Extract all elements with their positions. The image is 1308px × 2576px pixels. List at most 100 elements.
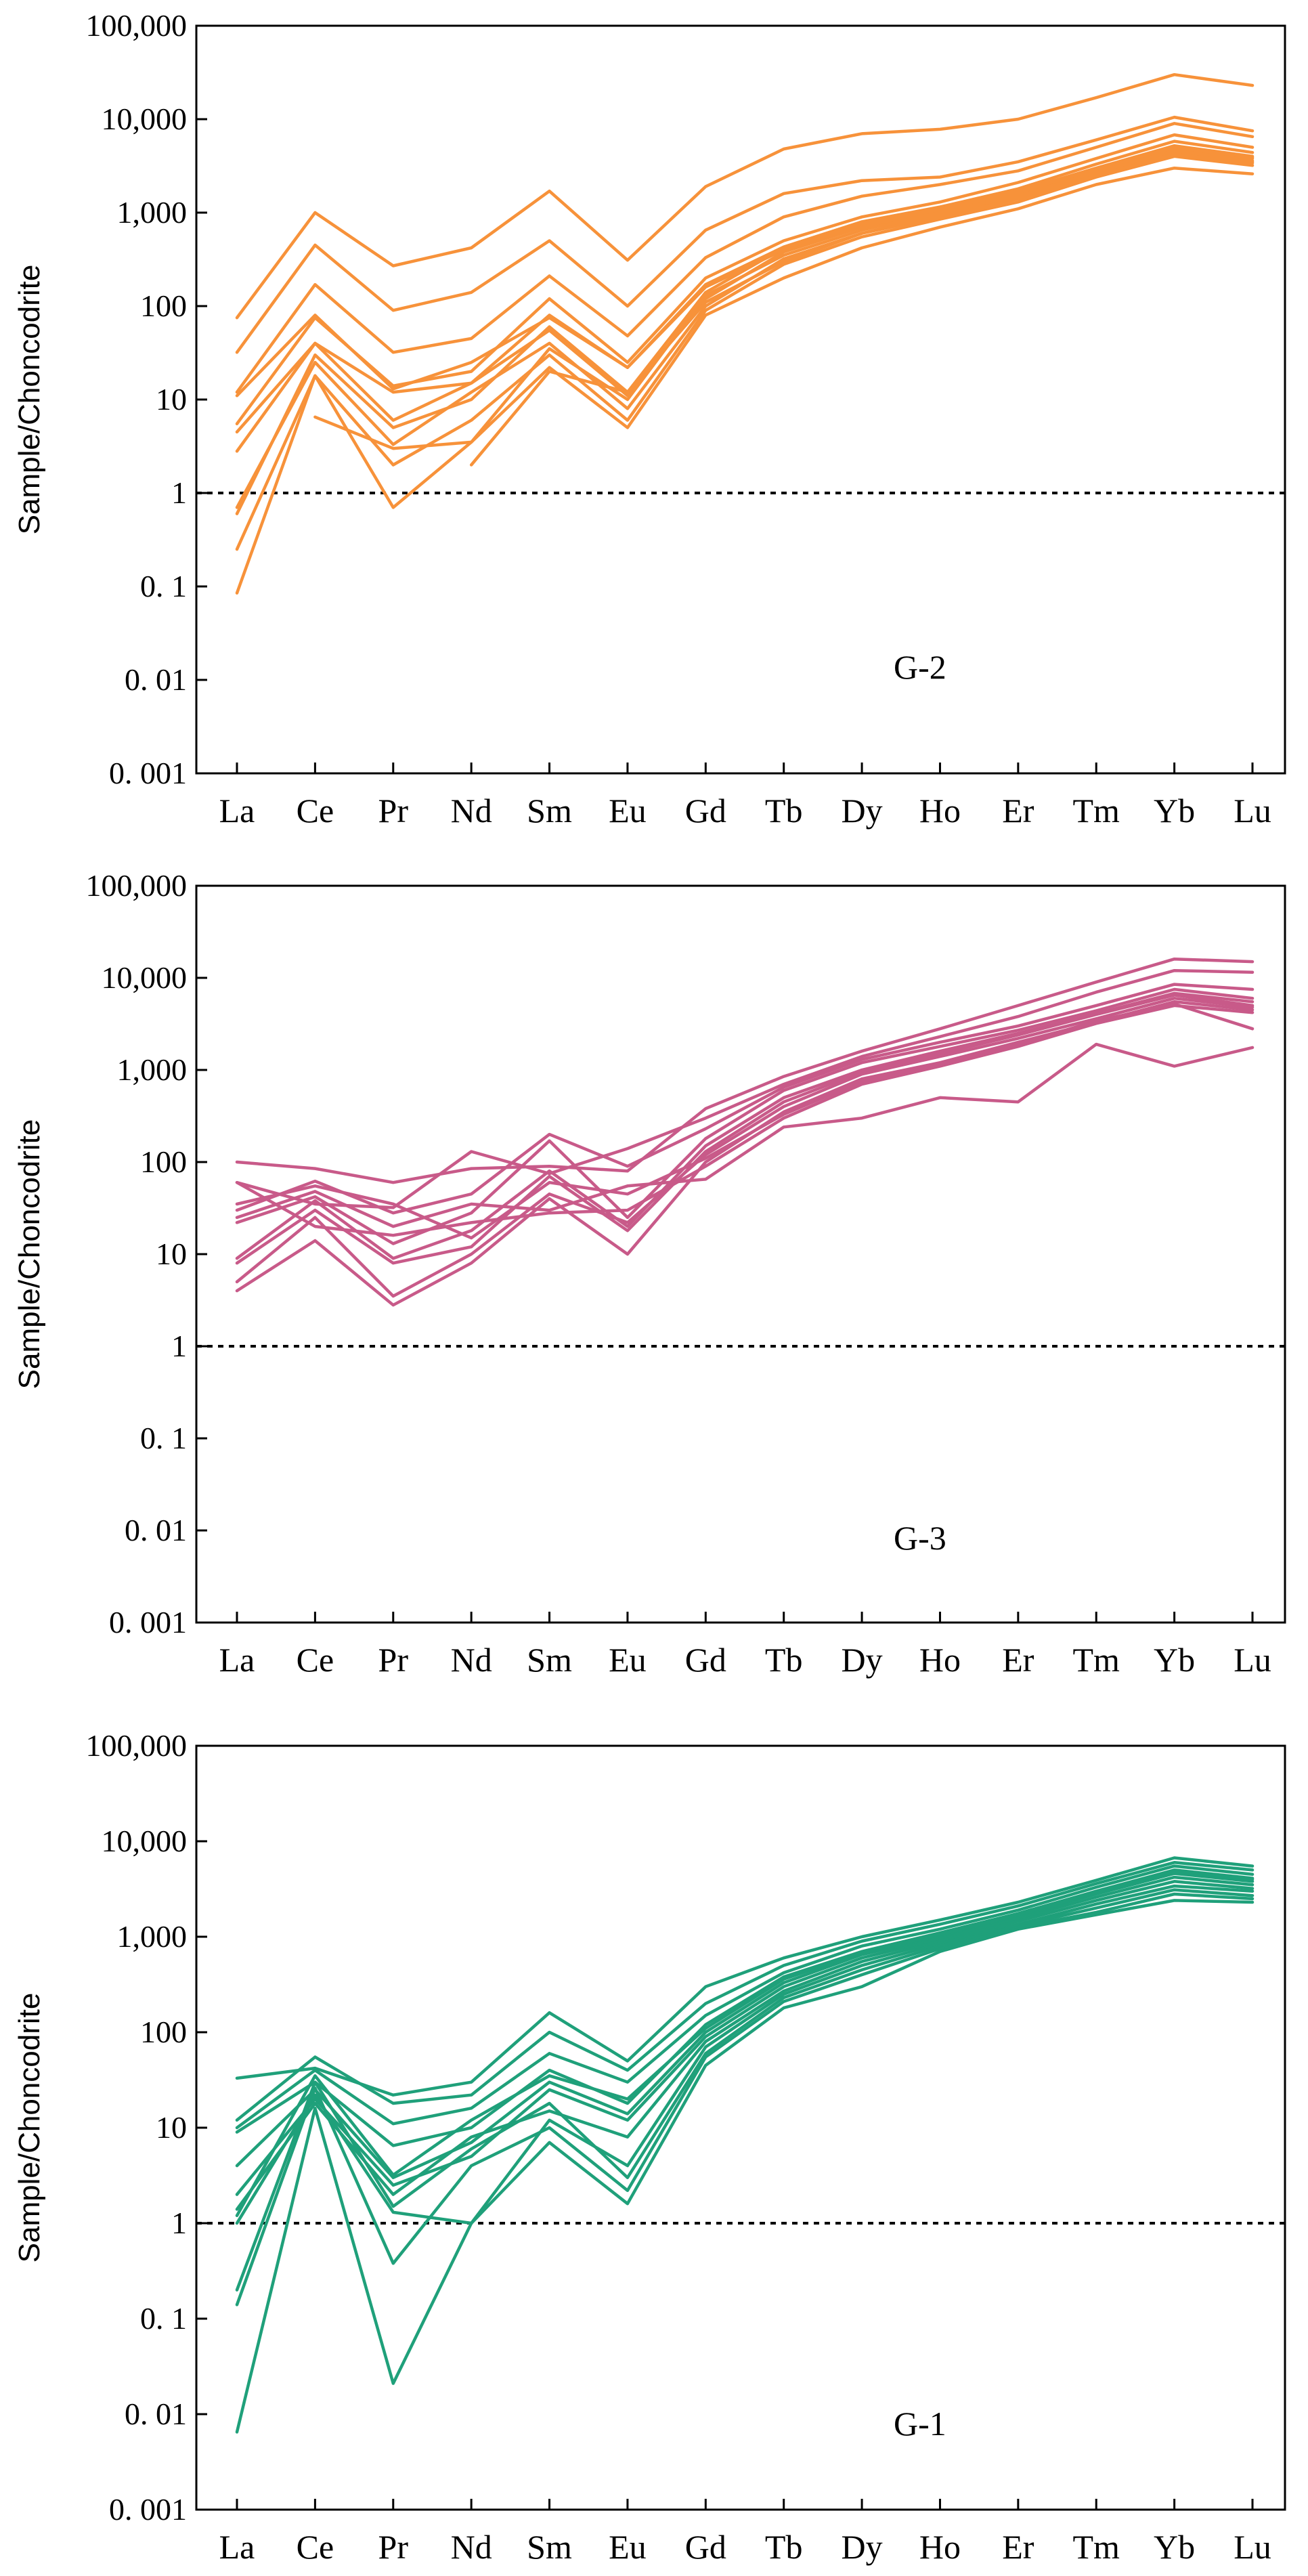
x-tick-label: Pr bbox=[378, 2528, 409, 2566]
y-tick-label: 100,000 bbox=[86, 1728, 188, 1763]
x-tick-label: Lu bbox=[1234, 1641, 1271, 1679]
series-line-s10 bbox=[235, 166, 1255, 595]
x-tick-label: Sm bbox=[527, 792, 572, 830]
y-tick-label: 1,000 bbox=[117, 1919, 188, 1954]
series-line-s9 bbox=[235, 154, 1255, 551]
series-line-s9 bbox=[235, 1888, 1255, 2292]
y-tick-label: 100,000 bbox=[86, 8, 188, 43]
y-tick-label: 1 bbox=[171, 475, 187, 510]
y-axis-title: Sample/Choncodrite bbox=[13, 1119, 46, 1390]
x-tick-label: Ho bbox=[919, 792, 961, 830]
series-line-s3 bbox=[235, 122, 1255, 394]
y-tick-label: 10 bbox=[156, 1237, 187, 1271]
x-tick-label: Tb bbox=[765, 792, 803, 830]
x-tick-label: Er bbox=[1002, 1641, 1034, 1679]
series-line-s2 bbox=[235, 968, 1255, 1209]
x-tick-label: Ho bbox=[919, 1641, 961, 1679]
x-tick-label: Yb bbox=[1154, 2528, 1195, 2566]
y-tick-label: 100,000 bbox=[86, 868, 188, 903]
y-tick-label: 100 bbox=[140, 2015, 187, 2049]
chart-panel-G-1: 100,000 10,000 1,000 100 10 1 0. 1 0. 01 0. 001 L… bbox=[13, 1728, 1286, 2566]
y-tick-label: 100 bbox=[140, 288, 187, 323]
x-tick-label: Pr bbox=[378, 792, 409, 830]
x-tick-label: Dy bbox=[842, 1641, 883, 1679]
series-line-s6 bbox=[235, 993, 1255, 1265]
series-line-s9 bbox=[235, 1042, 1255, 1228]
x-tick-label: Tm bbox=[1073, 1641, 1120, 1679]
panel-label: G-2 bbox=[894, 648, 946, 686]
x-tick-label: Eu bbox=[609, 2528, 647, 2566]
x-tick-label: La bbox=[219, 2528, 255, 2566]
x-tick-label: Tb bbox=[765, 2528, 803, 2566]
x-tick-label: La bbox=[219, 792, 255, 830]
series-line-s7 bbox=[235, 996, 1255, 1298]
y-tick-label: 0. 001 bbox=[109, 756, 187, 790]
series-line-s2 bbox=[235, 115, 1255, 354]
series-line-s12 bbox=[469, 152, 1255, 467]
series-line-s6 bbox=[235, 1875, 1255, 2196]
panel-label: G-3 bbox=[894, 1519, 946, 1557]
series-line-s11 bbox=[235, 1002, 1255, 1240]
chart-panel-G-2: 100,000 10,000 1,000 100 10 1 0. 1 0. 01 0. 001 L… bbox=[13, 8, 1286, 830]
x-tick-label: Tm bbox=[1073, 792, 1120, 830]
y-tick-label: 1 bbox=[171, 2206, 187, 2240]
y-tick-label: 0. 1 bbox=[140, 1421, 187, 1455]
y-tick-label: 10,000 bbox=[102, 960, 188, 995]
y-tick-label: 1,000 bbox=[117, 195, 188, 230]
x-tick-label: Eu bbox=[609, 792, 647, 830]
x-tick-label: Lu bbox=[1234, 792, 1271, 830]
x-tick-label: Sm bbox=[527, 2528, 572, 2566]
series-line-s1 bbox=[235, 72, 1255, 320]
series-line-s11 bbox=[235, 1899, 1255, 2434]
series-line-s4 bbox=[235, 987, 1255, 1245]
x-tick-label: Sm bbox=[527, 1641, 572, 1679]
y-axis-title: Sample/Choncodrite bbox=[13, 265, 46, 535]
y-tick-label: 0. 01 bbox=[125, 2397, 187, 2431]
x-tick-label: Gd bbox=[685, 2528, 726, 2566]
series-line-s13 bbox=[235, 146, 1255, 515]
x-tick-label: Dy bbox=[842, 2528, 883, 2566]
y-tick-label: 0. 001 bbox=[109, 1605, 187, 1639]
x-tick-label: Tb bbox=[765, 1641, 803, 1679]
y-tick-label: 1,000 bbox=[117, 1052, 188, 1087]
series-line-s7 bbox=[235, 1880, 1255, 2211]
y-tick-label: 10,000 bbox=[102, 102, 188, 136]
x-tick-label: Nd bbox=[451, 792, 492, 830]
x-tick-label: Gd bbox=[685, 792, 726, 830]
series-line-s10 bbox=[235, 1004, 1255, 1237]
x-tick-label: Eu bbox=[609, 1641, 647, 1679]
y-tick-label: 10 bbox=[156, 2110, 187, 2145]
x-tick-label: La bbox=[219, 1641, 255, 1679]
y-tick-label: 10,000 bbox=[102, 1824, 188, 1858]
y-tick-label: 10 bbox=[156, 382, 187, 416]
x-tick-label: Ce bbox=[297, 2528, 334, 2566]
x-tick-label: Ce bbox=[297, 1641, 334, 1679]
y-tick-label: 0. 01 bbox=[125, 662, 187, 697]
x-tick-label: Ce bbox=[297, 792, 334, 830]
panel-label: G-1 bbox=[894, 2405, 946, 2443]
x-tick-label: Er bbox=[1002, 792, 1034, 830]
series-line-s5 bbox=[235, 139, 1255, 434]
x-tick-label: Lu bbox=[1234, 2528, 1271, 2566]
x-tick-label: Nd bbox=[451, 2528, 492, 2566]
x-tick-label: Nd bbox=[451, 1641, 492, 1679]
y-tick-label: 1 bbox=[171, 1329, 187, 1363]
x-tick-label: Er bbox=[1002, 2528, 1034, 2566]
series-line-s3 bbox=[235, 1864, 1255, 2130]
y-tick-label: 0. 1 bbox=[140, 2301, 187, 2336]
series-line-s12 bbox=[235, 1870, 1255, 2218]
x-tick-label: Pr bbox=[378, 1641, 409, 1679]
x-tick-label: Dy bbox=[842, 792, 883, 830]
x-tick-label: Ho bbox=[919, 2528, 961, 2566]
y-tick-label: 100 bbox=[140, 1144, 187, 1179]
series-line-s11 bbox=[313, 149, 1255, 450]
series-line-s1 bbox=[235, 1856, 1255, 2097]
x-tick-label: Yb bbox=[1154, 1641, 1195, 1679]
x-tick-label: Gd bbox=[685, 1641, 726, 1679]
chart-panel-G-3: 100,000 10,000 1,000 100 10 1 0. 1 0. 01 0. 001 L… bbox=[13, 868, 1286, 1679]
series-line-s1 bbox=[235, 957, 1255, 1184]
series-line-s2 bbox=[235, 1861, 1255, 2122]
series-line-s10 bbox=[235, 1892, 1255, 2306]
y-tick-label: 0. 1 bbox=[140, 569, 187, 603]
